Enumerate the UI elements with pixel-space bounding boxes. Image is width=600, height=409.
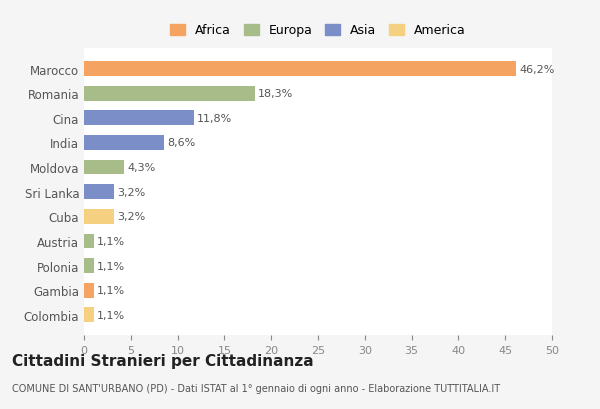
Bar <box>84 209 114 224</box>
Text: COMUNE DI SANT'URBANO (PD) - Dati ISTAT al 1° gennaio di ogni anno - Elaborazion: COMUNE DI SANT'URBANO (PD) - Dati ISTAT … <box>12 383 500 393</box>
Text: 3,2%: 3,2% <box>117 187 145 197</box>
Text: 4,3%: 4,3% <box>127 163 155 173</box>
Text: 1,1%: 1,1% <box>97 261 125 271</box>
Bar <box>84 136 164 151</box>
Bar <box>84 185 114 200</box>
Bar <box>84 258 94 273</box>
Bar <box>84 234 94 249</box>
Bar <box>84 308 94 322</box>
Legend: Africa, Europa, Asia, America: Africa, Europa, Asia, America <box>164 18 472 43</box>
Text: 1,1%: 1,1% <box>97 285 125 295</box>
Text: 46,2%: 46,2% <box>519 65 554 74</box>
Text: 1,1%: 1,1% <box>97 236 125 246</box>
Text: Cittadini Stranieri per Cittadinanza: Cittadini Stranieri per Cittadinanza <box>12 353 314 368</box>
Bar <box>84 283 94 298</box>
Bar <box>84 160 124 175</box>
Bar <box>84 111 194 126</box>
Text: 18,3%: 18,3% <box>258 89 293 99</box>
Text: 8,6%: 8,6% <box>167 138 196 148</box>
Bar <box>84 62 517 77</box>
Text: 1,1%: 1,1% <box>97 310 125 320</box>
Text: 11,8%: 11,8% <box>197 114 233 124</box>
Text: 3,2%: 3,2% <box>117 212 145 222</box>
Bar <box>84 87 255 101</box>
